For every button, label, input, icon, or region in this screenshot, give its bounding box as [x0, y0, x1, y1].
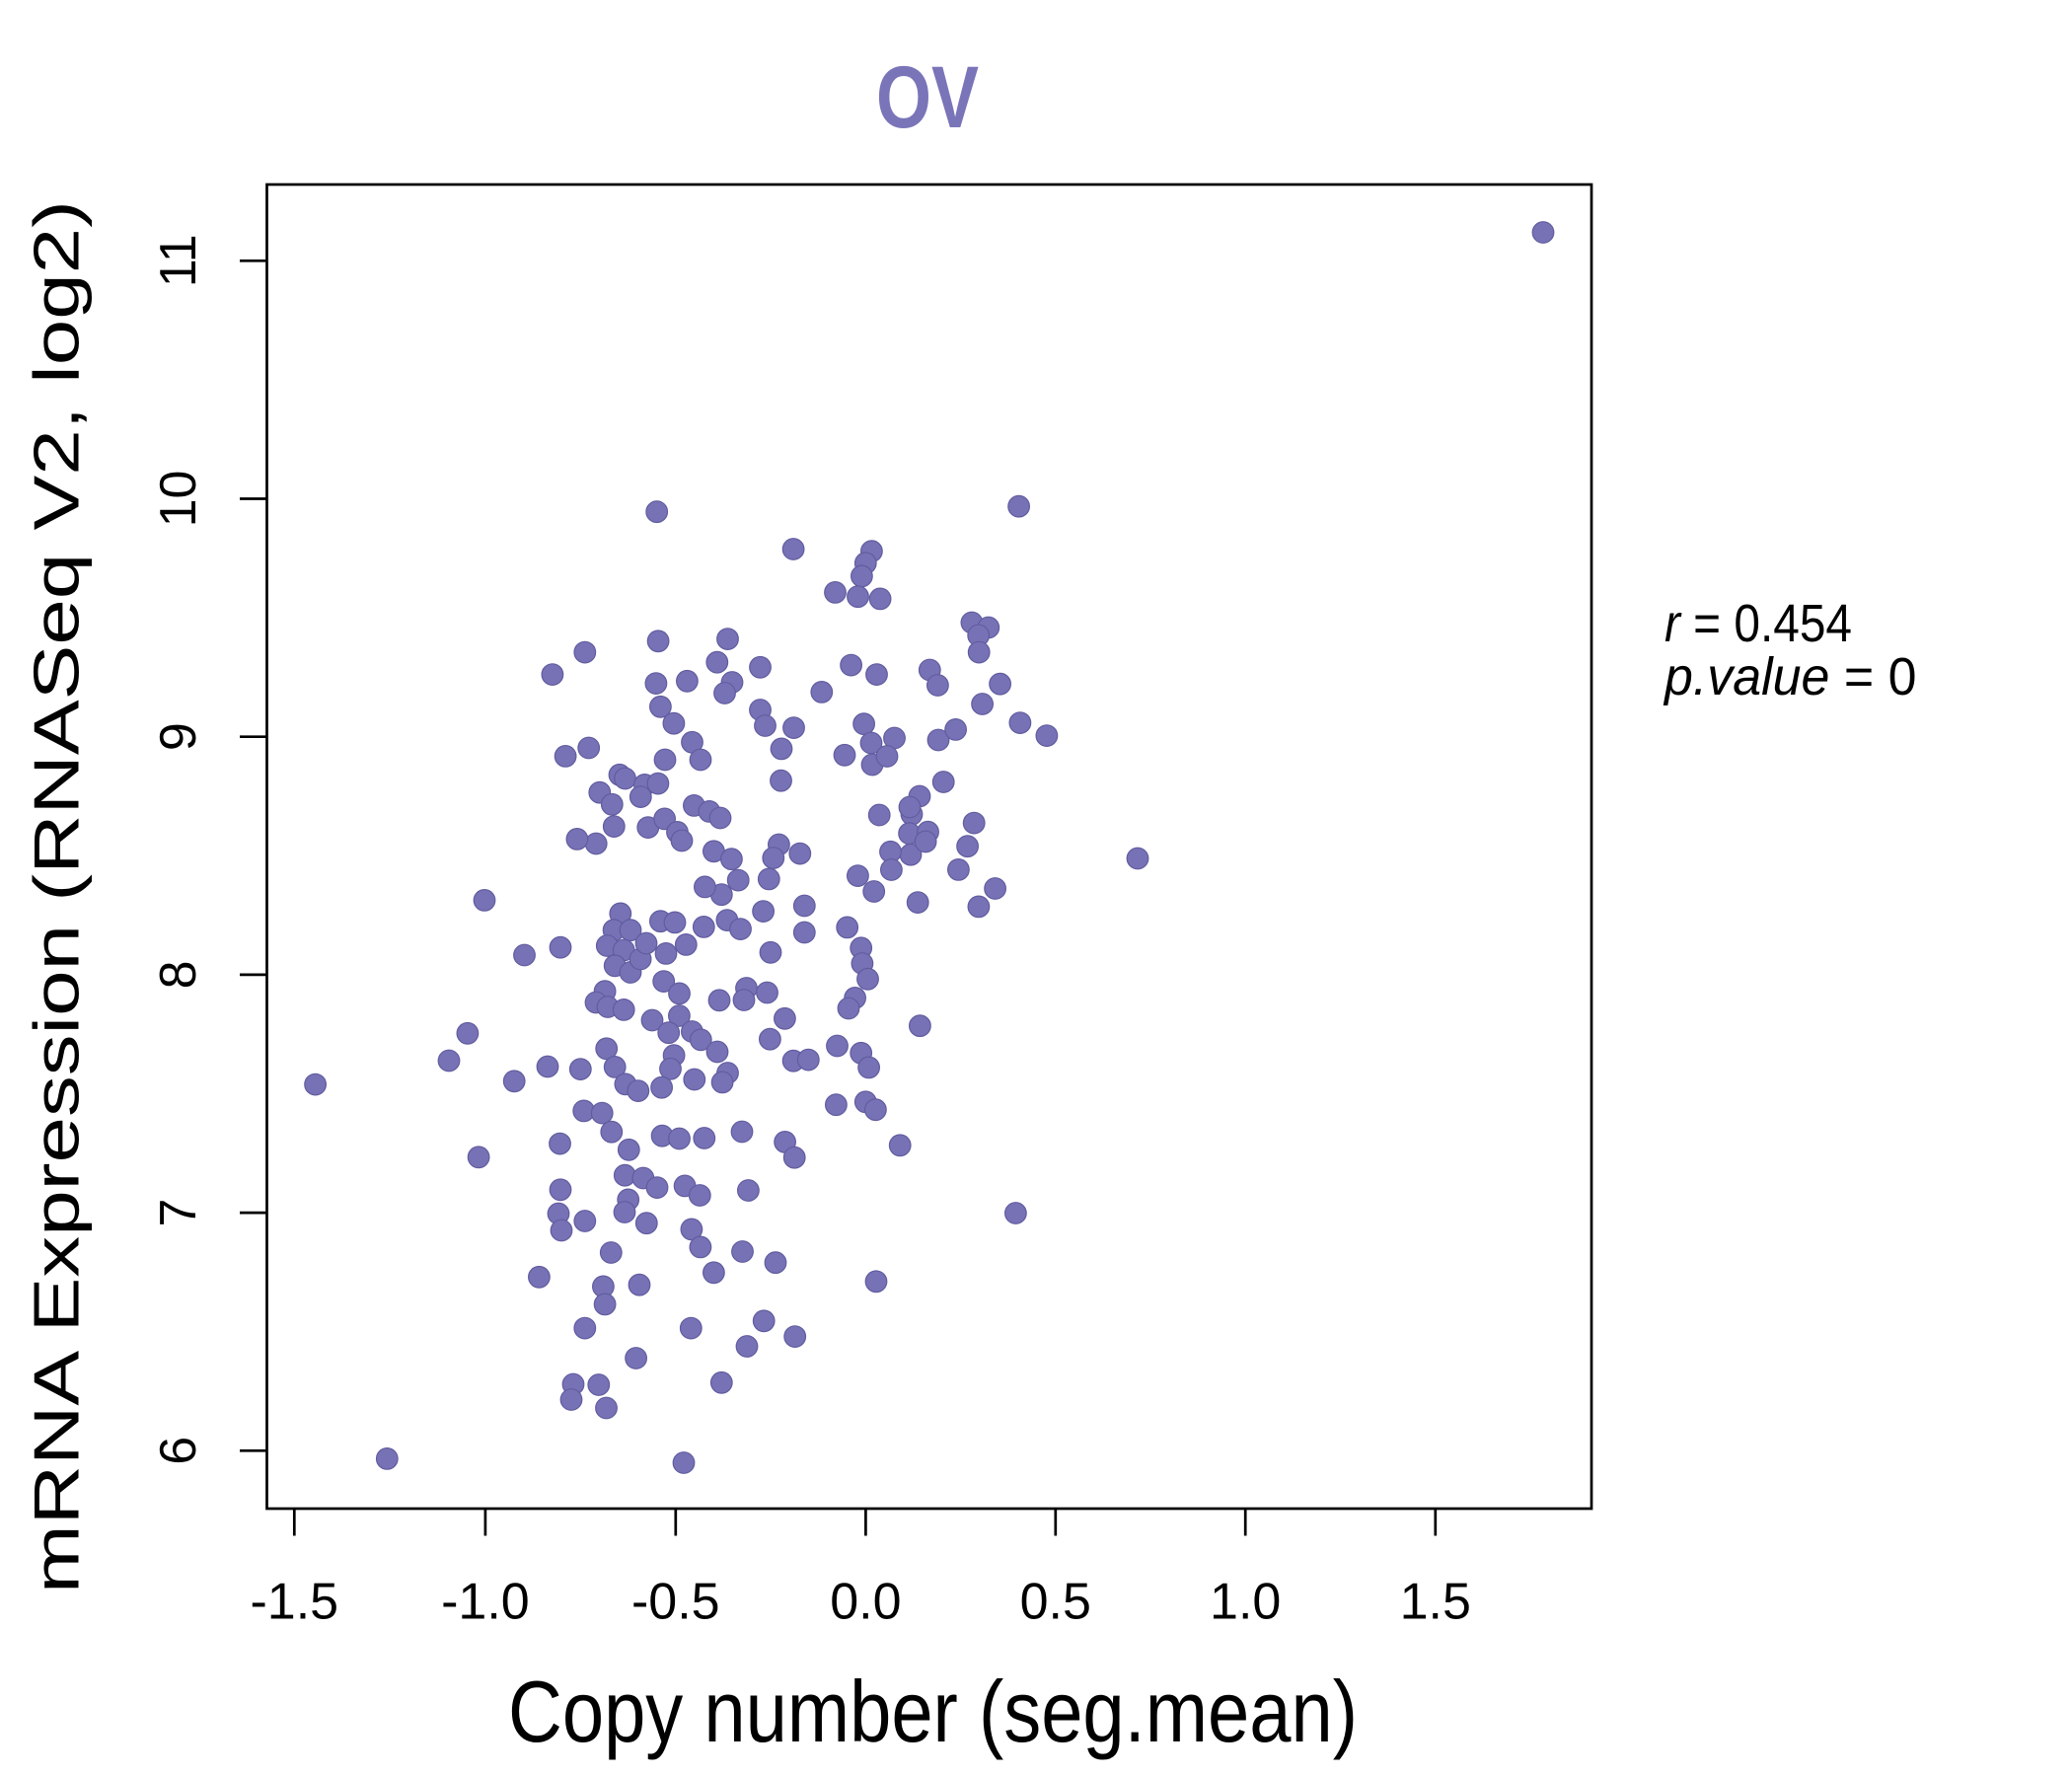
svg-text:OV: OV: [876, 47, 979, 146]
svg-text:9: 9: [150, 722, 207, 751]
svg-text:p.value = 0: p.value = 0: [1663, 647, 1916, 706]
svg-text:Copy number (seg.mean): Copy number (seg.mean): [508, 1663, 1358, 1760]
svg-text:8: 8: [150, 960, 207, 989]
svg-text:0.5: 0.5: [1020, 1574, 1091, 1631]
svg-text:-1.5: -1.5: [250, 1574, 338, 1631]
svg-text:7: 7: [150, 1199, 207, 1227]
svg-text:11: 11: [150, 234, 207, 287]
svg-text:6: 6: [150, 1437, 207, 1465]
svg-text:10: 10: [150, 471, 207, 528]
svg-text:mRNA Expression (RNASeq V2, lo: mRNA Expression (RNASeq V2, log2): [21, 200, 93, 1593]
svg-text:1.0: 1.0: [1210, 1574, 1281, 1631]
svg-text:-1.0: -1.0: [441, 1574, 530, 1631]
svg-text:-0.5: -0.5: [631, 1574, 720, 1631]
svg-text:1.5: 1.5: [1400, 1574, 1471, 1631]
svg-text:r = 0.454: r = 0.454: [1665, 594, 1852, 653]
svg-text:0.0: 0.0: [830, 1574, 901, 1631]
